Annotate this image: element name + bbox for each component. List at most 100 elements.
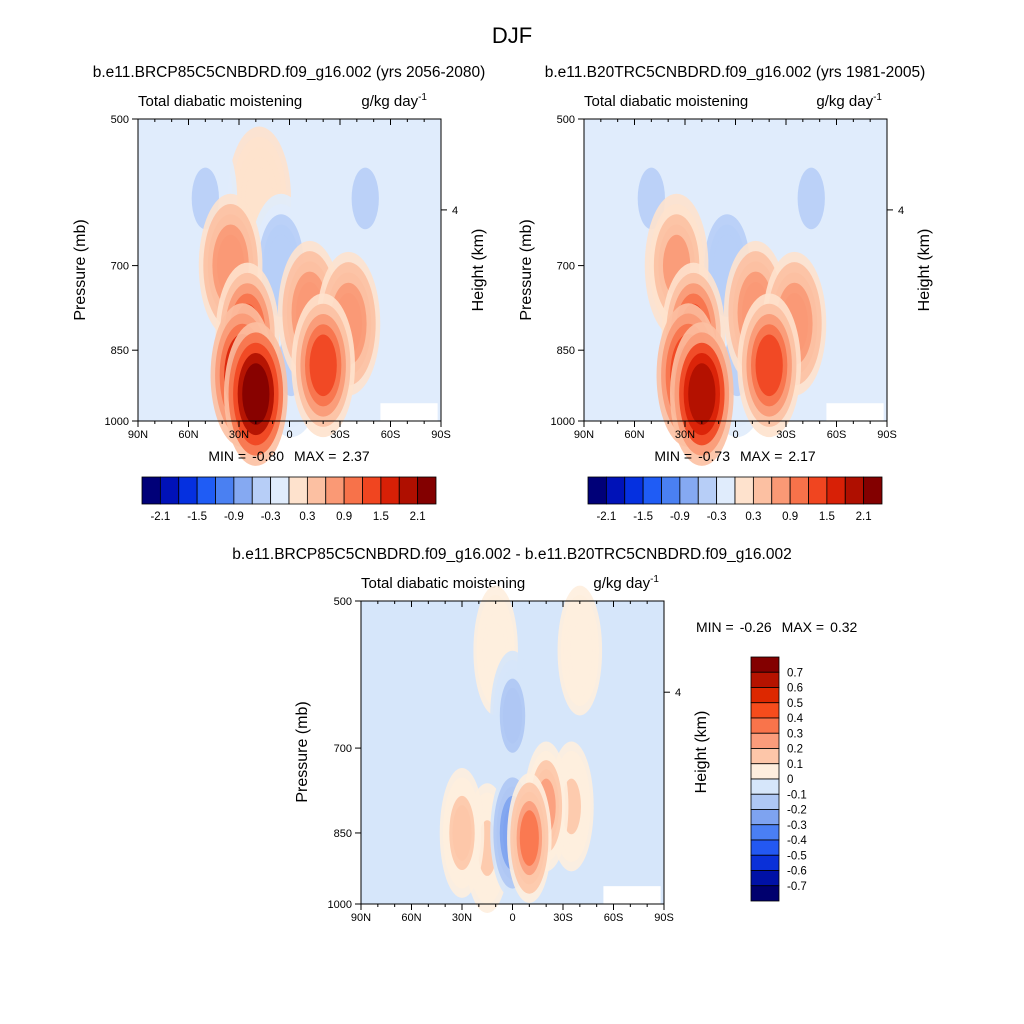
y-tick-label: 1000 bbox=[105, 416, 129, 428]
colorbar-swatch bbox=[750, 870, 780, 887]
min-max-readout: MIN = -0.80 MAX = 2.37 bbox=[208, 448, 370, 464]
colorbar-label: -0.3 bbox=[707, 511, 727, 523]
colorbar-swatch bbox=[750, 763, 780, 780]
colorbar-swatch bbox=[417, 476, 437, 505]
field-contour-10-4 bbox=[688, 363, 716, 425]
colorbar-label: -0.2 bbox=[787, 805, 807, 817]
x-tick-label: 60S bbox=[381, 429, 401, 441]
colorbar-swatch bbox=[750, 732, 780, 749]
colorbar-swatch bbox=[624, 476, 644, 505]
colorbar-label: -0.4 bbox=[787, 835, 807, 847]
colorbar-label: 0.9 bbox=[336, 511, 352, 523]
colorbar-swatch bbox=[750, 793, 780, 810]
x-tick-label: 0 bbox=[509, 912, 515, 924]
field-contour-9-4 bbox=[519, 810, 539, 866]
left-label: Total diabatic moistening bbox=[138, 93, 302, 110]
colorbar-swatch bbox=[750, 717, 780, 734]
colorbar-swatch bbox=[750, 656, 780, 673]
field-contour-1-4 bbox=[570, 622, 590, 679]
y-tick-label: 500 bbox=[334, 596, 352, 608]
field-contour-6-4 bbox=[502, 687, 523, 744]
colorbar-label: -0.6 bbox=[787, 866, 807, 878]
x-tick-label: 60N bbox=[624, 429, 644, 441]
colorbar-swatch bbox=[750, 824, 780, 841]
x-tick-label: 90N bbox=[351, 912, 371, 924]
left-label: Total diabatic moistening bbox=[584, 93, 748, 110]
colorbar-swatch bbox=[844, 476, 865, 505]
colorbar-label: 0.3 bbox=[745, 511, 761, 523]
colorbar-swatch bbox=[343, 476, 363, 505]
x-tick-label: 30S bbox=[776, 429, 796, 441]
colorbar-swatch bbox=[380, 476, 400, 505]
field-contour-9-4 bbox=[309, 334, 337, 397]
field-contour-11-4 bbox=[242, 363, 270, 425]
min-max-readout: MIN = -0.73 MAX = 2.17 bbox=[654, 448, 816, 464]
colorbar: -2.1 -1.5 -0.9 -0.3 0.3 0.9 1.5 2.1 bbox=[587, 476, 883, 523]
colorbar-swatch bbox=[789, 476, 809, 505]
y-tick-label: 700 bbox=[557, 261, 575, 273]
colorbar-label: 0.7 bbox=[787, 667, 803, 679]
colorbar-swatch bbox=[734, 476, 754, 505]
x-tick-label: 0 bbox=[732, 429, 738, 441]
field-contour-3-4 bbox=[351, 167, 379, 230]
colorbar-swatch bbox=[398, 476, 419, 505]
colorbar-label: 0.3 bbox=[299, 511, 315, 523]
colorbar-swatch bbox=[642, 476, 662, 505]
panel-title: b.e11.BRCP85C5CNBDRD.f09_g16.002 (yrs 20… bbox=[93, 64, 486, 81]
left-label: Total diabatic moistening bbox=[361, 575, 525, 592]
field-contour-2-4 bbox=[401, 687, 422, 744]
y-tick-label: 850 bbox=[111, 345, 129, 357]
y-axis-label: Pressure (mb) bbox=[518, 219, 535, 320]
x-tick-label: 90N bbox=[128, 429, 148, 441]
heatmap-area bbox=[584, 119, 887, 466]
x-tick-label: 90S bbox=[431, 429, 451, 441]
x-tick-label: 90N bbox=[574, 429, 594, 441]
x-tick-label: 60N bbox=[178, 429, 198, 441]
axes: 90N 60N 30N 0 30S 60S 90S 500 700 850 1000 4 bbox=[328, 596, 682, 924]
x-tick-label: 90S bbox=[877, 429, 897, 441]
colorbar-swatch bbox=[270, 476, 290, 505]
colorbar-swatch bbox=[863, 476, 883, 505]
x-tick-label: 30N bbox=[229, 429, 249, 441]
colorbar-swatch bbox=[178, 476, 198, 505]
colorbar-swatch bbox=[750, 809, 780, 826]
right-tick-label: 4 bbox=[898, 205, 904, 217]
colorbar-swatch bbox=[605, 476, 626, 505]
axes: 90N 60N 30N 0 30S 60S 90S 500 700 850 1000 4 bbox=[551, 114, 905, 441]
right-tick-label: 4 bbox=[452, 205, 458, 217]
colorbar-swatch bbox=[679, 476, 699, 505]
x-tick-label: 30N bbox=[452, 912, 472, 924]
colorbar-swatch bbox=[750, 854, 780, 871]
field-contour-5-4 bbox=[452, 805, 472, 861]
colorbar-swatch bbox=[215, 476, 235, 505]
colorbar-label: 1.5 bbox=[819, 511, 835, 523]
heatmap-area bbox=[138, 119, 441, 466]
colorbar: -2.1 -1.5 -0.9 -0.3 0.3 0.9 1.5 2.1 bbox=[141, 476, 437, 523]
y-axis-label: Pressure (mb) bbox=[294, 701, 311, 802]
colorbar-swatch bbox=[159, 476, 180, 505]
x-tick-label: 30N bbox=[675, 429, 695, 441]
units-label: g/kg day-1 bbox=[361, 92, 427, 110]
colorbar-label: -2.1 bbox=[596, 511, 616, 523]
y-tick-label: 500 bbox=[557, 114, 575, 126]
min-max-readout: MIN = -0.26 MAX = 0.32 bbox=[696, 619, 858, 635]
colorbar-swatch bbox=[750, 702, 780, 719]
missing-data-block bbox=[380, 403, 438, 421]
colorbar-label: 0 bbox=[787, 774, 793, 786]
y-axis-label: Pressure (mb) bbox=[72, 219, 89, 320]
colorbar-swatch bbox=[808, 476, 828, 505]
colorbar-swatch bbox=[251, 476, 272, 505]
colorbar-label: -0.7 bbox=[787, 881, 807, 893]
colorbar-label: -0.3 bbox=[787, 820, 807, 832]
units-label: g/kg day-1 bbox=[816, 92, 882, 110]
colorbar-label: -0.3 bbox=[261, 511, 281, 523]
panel-difference: b.e11.BRCP85C5CNBDRD.f09_g16.002 - b.e11… bbox=[232, 546, 857, 924]
x-tick-label: 30S bbox=[553, 912, 573, 924]
x-tick-label: 0 bbox=[286, 429, 292, 441]
units-label: g/kg day-1 bbox=[593, 574, 659, 592]
colorbar-label: 0.2 bbox=[787, 744, 803, 756]
colorbar-label: 0.6 bbox=[787, 683, 803, 695]
axes: 90N 60N 30N 0 30S 60S 90S 500 700 850 1000 4 bbox=[105, 114, 459, 441]
colorbar-label: 0.4 bbox=[787, 713, 804, 725]
panel-historical: b.e11.B20TRC5CNBDRD.f09_g16.002 (yrs 198… bbox=[518, 64, 933, 523]
